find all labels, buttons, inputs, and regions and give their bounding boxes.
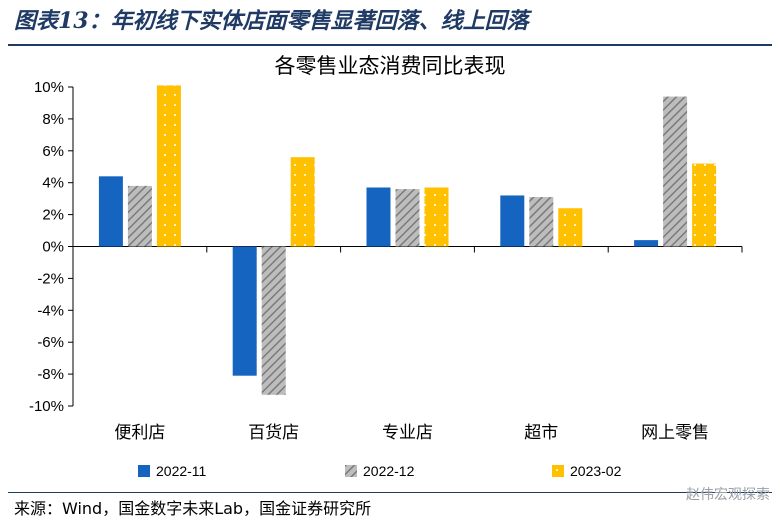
y-tick-label: -2% xyxy=(37,270,64,287)
bar-2023-02-专业店 xyxy=(424,187,449,247)
legend-swatch-solid xyxy=(138,465,150,477)
source-note: 来源：Wind，国金数字未来Lab，国金证券研究所 xyxy=(14,499,372,518)
bar-2023-02-网上零售 xyxy=(692,163,717,247)
legend-label: 2022-12 xyxy=(363,463,415,479)
legend-item-2022-12: 2022-12 xyxy=(345,460,414,482)
y-tick-label: 10% xyxy=(34,79,64,96)
bar-2022-11-便利店 xyxy=(98,176,123,247)
x-tick-label: 便利店 xyxy=(114,423,165,443)
legend: 2022-11 2022-12 2023-02 xyxy=(0,460,780,482)
legend-item-2023-02: 2023-02 xyxy=(552,460,621,482)
bar-2022-12-网上零售 xyxy=(663,96,688,247)
y-tick-label: 4% xyxy=(42,175,64,192)
x-tick-label: 超市 xyxy=(524,423,558,443)
bar-2022-11-专业店 xyxy=(366,187,391,247)
y-tick-label: -4% xyxy=(37,302,64,319)
legend-swatch-dotted xyxy=(552,465,564,477)
legend-label: 2023-02 xyxy=(570,463,622,479)
y-tick-label: 2% xyxy=(42,207,64,224)
y-tick-label: -10% xyxy=(29,398,64,415)
bar-2023-02-百货店 xyxy=(290,157,315,247)
y-tick-label: -6% xyxy=(37,334,64,351)
legend-item-2022-11: 2022-11 xyxy=(138,460,206,482)
bar-2022-12-便利店 xyxy=(127,185,152,247)
bar-2022-12-百货店 xyxy=(261,246,286,395)
legend-swatch-hatched xyxy=(345,465,357,477)
x-tick-label: 百货店 xyxy=(248,423,299,443)
y-tick-label: 0% xyxy=(42,239,64,256)
bar-2023-02-超市 xyxy=(558,208,583,247)
y-tick-label: -8% xyxy=(37,366,64,383)
bar-2023-02-便利店 xyxy=(156,85,181,247)
y-tick-label: 6% xyxy=(42,143,64,160)
bar-2022-12-超市 xyxy=(529,197,554,247)
bottom-rule xyxy=(8,492,772,493)
bar-2022-11-网上零售 xyxy=(634,240,659,247)
bar-2022-11-百货店 xyxy=(232,246,257,376)
chart-title: 各零售业态消费同比表现 xyxy=(274,54,506,78)
watermark: 赵伟宏观探索 xyxy=(686,487,770,503)
figure-title: 图表13：年初线下实体店面零售显著回落、线上回落 xyxy=(14,8,529,34)
x-tick-label: 专业店 xyxy=(382,423,433,443)
bar-2022-11-超市 xyxy=(500,195,525,247)
legend-label: 2022-11 xyxy=(156,463,207,479)
x-tick-label: 网上零售 xyxy=(641,423,709,443)
y-tick-label: 8% xyxy=(42,111,64,128)
bar-2022-12-专业店 xyxy=(395,189,420,247)
title-rule xyxy=(8,44,772,46)
